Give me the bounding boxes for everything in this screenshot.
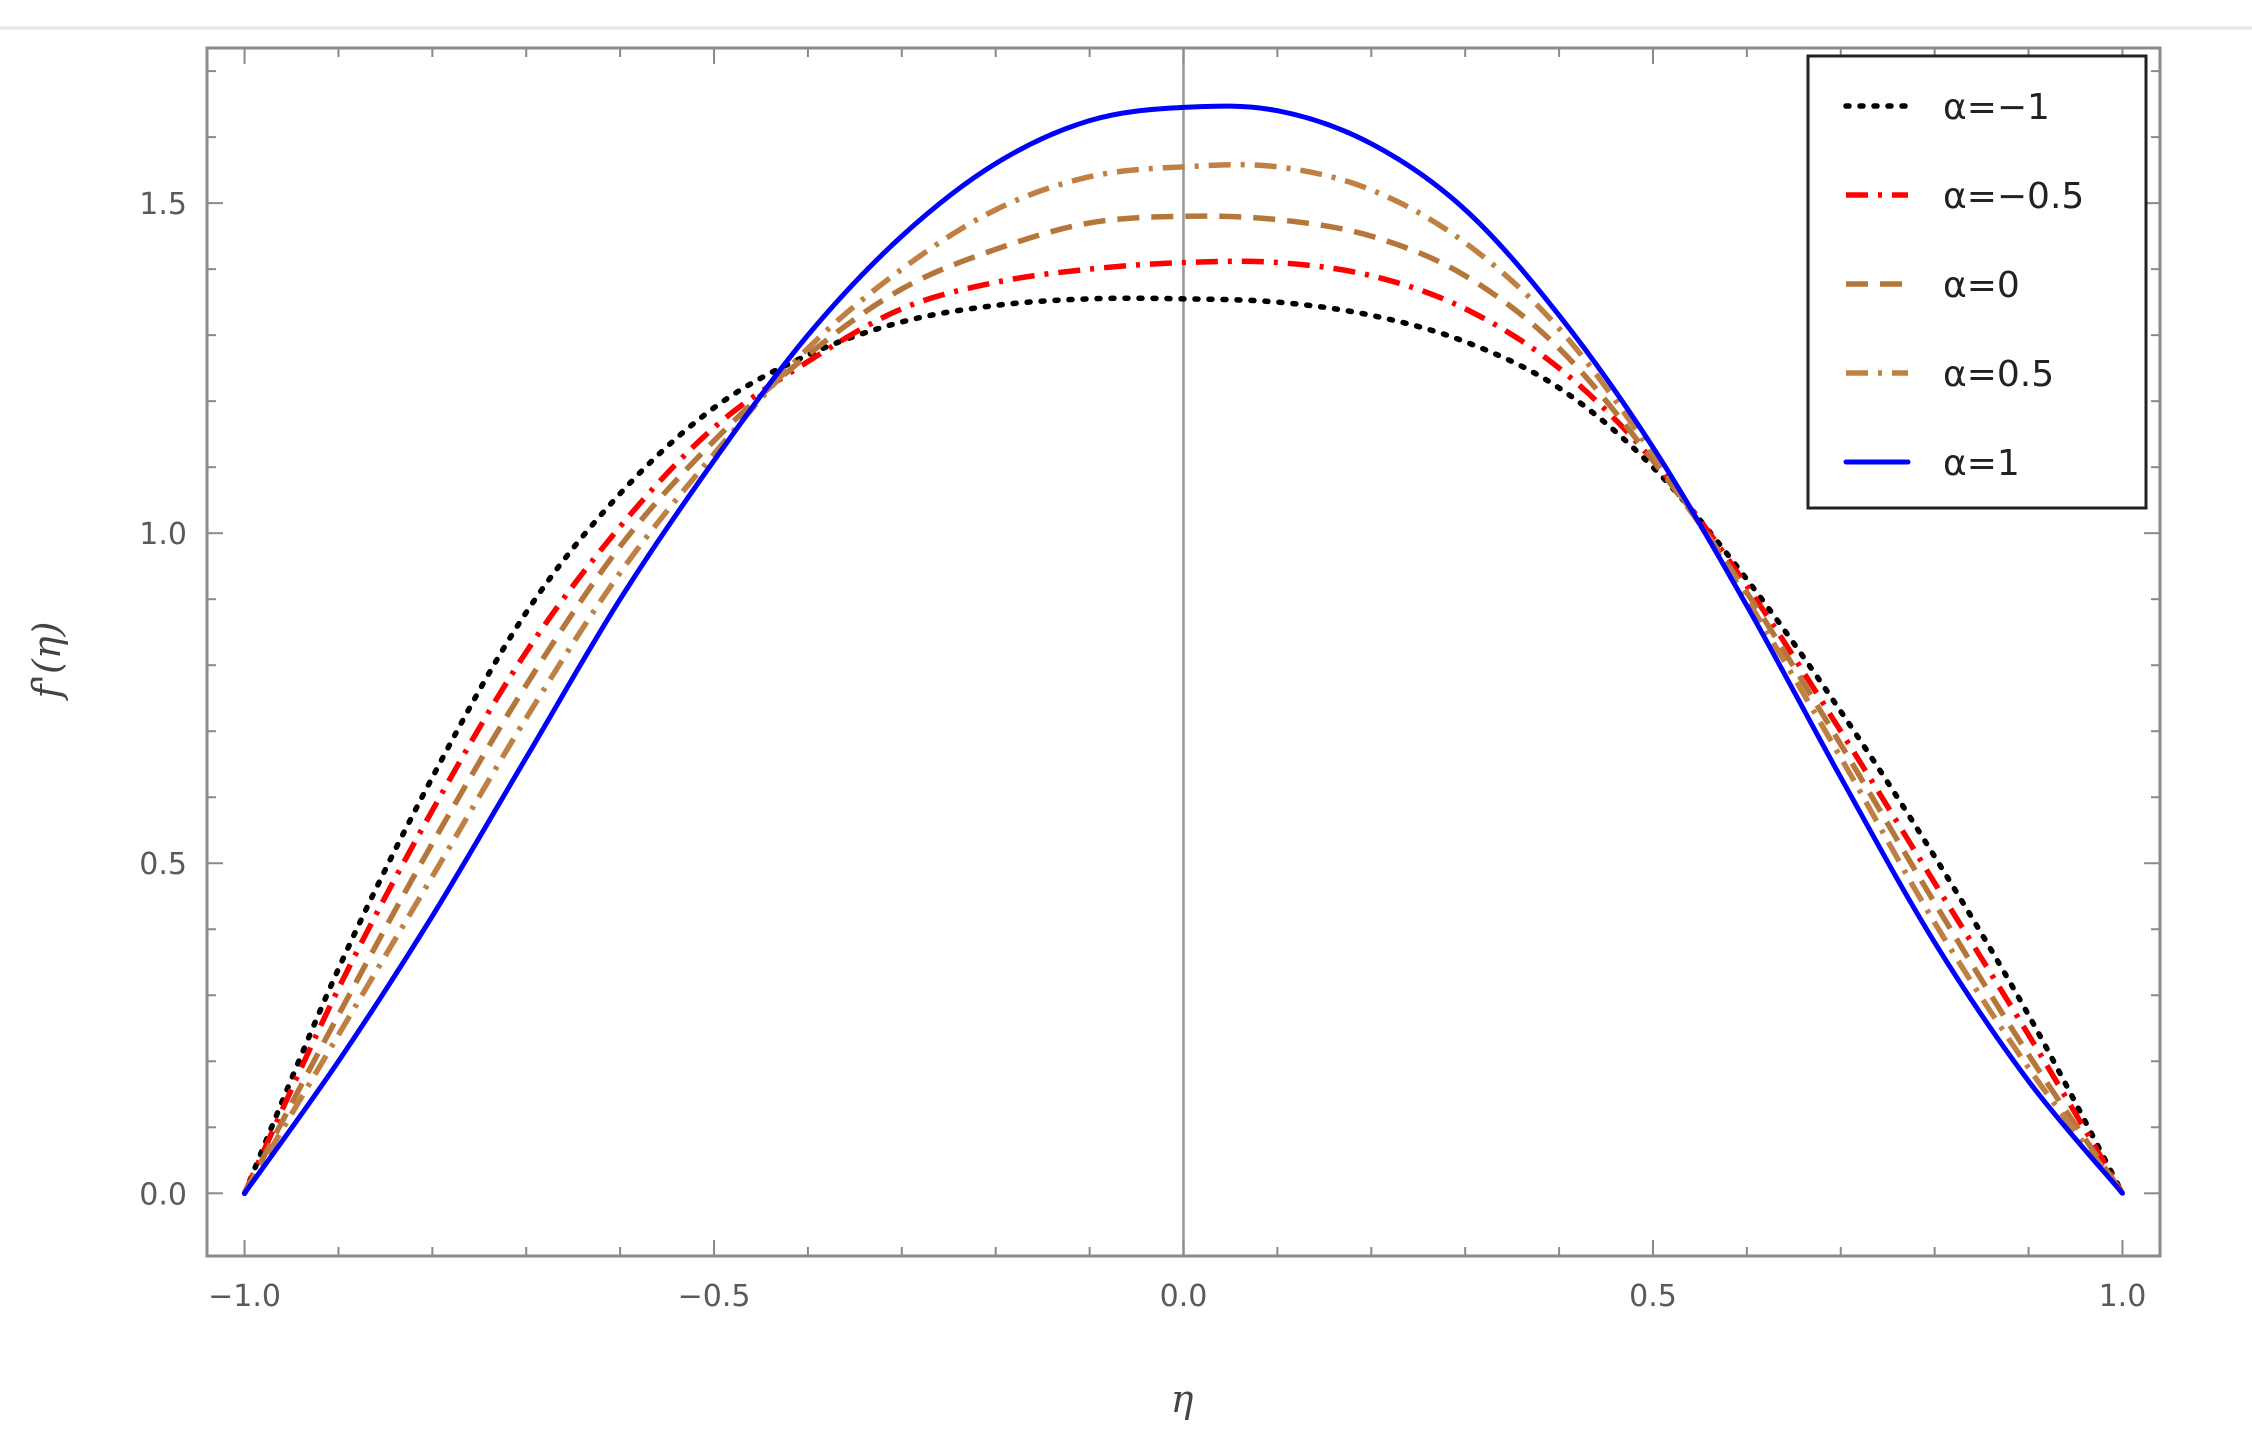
x-axis-label: η xyxy=(1171,1377,1194,1421)
series-lines xyxy=(241,103,2126,1197)
x-tick-label: 1.0 xyxy=(2099,1279,2147,1314)
legend-label: α=−1 xyxy=(1943,87,2050,128)
x-tick-label: 0.5 xyxy=(1629,1279,1677,1314)
legend-label: α=1 xyxy=(1943,443,2020,484)
x-tick-label: 0.0 xyxy=(1160,1279,1208,1314)
y-tick-label: 1.5 xyxy=(139,187,187,222)
axis-ticks: −1.0 −0.5 0.0 0.5 1.0 0.0 0.5 1.0 1.5 xyxy=(139,48,2160,1314)
legend-label: α=0 xyxy=(1943,265,2020,306)
legend: α=−1 α=−0.5 α=0 α=0.5 α=1 xyxy=(1806,54,2148,510)
series-line-0 xyxy=(241,295,2126,1197)
series-line-2 xyxy=(242,213,2125,1195)
legend-label: α=0.5 xyxy=(1943,354,2054,395)
y-tick-label: 1.0 xyxy=(139,517,187,552)
series-line-3 xyxy=(242,161,2125,1195)
x-tick-label: −1.0 xyxy=(208,1279,281,1314)
series-line-4 xyxy=(242,103,2125,1196)
series-line-1 xyxy=(242,258,2125,1195)
x-tick-label: −0.5 xyxy=(678,1279,751,1314)
y-axis-label: f'(η) xyxy=(25,622,69,702)
legend-label: α=−0.5 xyxy=(1943,176,2084,217)
y-tick-label: 0.5 xyxy=(139,847,187,882)
y-tick-label: 0.0 xyxy=(139,1177,187,1212)
